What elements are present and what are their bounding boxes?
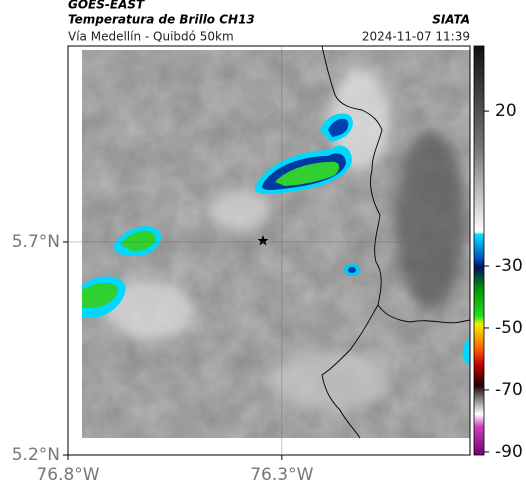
y-tick-label: 5.2°N [12, 445, 60, 465]
convective-cores [82, 113, 470, 365]
map-frame [67, 45, 471, 456]
bright-clouds [105, 70, 465, 410]
timestamp: 2024-11-07 11:39 [362, 30, 470, 44]
colorbar-tick-label: 20 [495, 101, 517, 121]
borders [321, 46, 470, 439]
y-tick-label: 5.7°N [12, 232, 60, 252]
colorbar-tick-label: -90 [495, 442, 523, 462]
title: Temperatura de Brillo CH13 [68, 13, 255, 27]
city-marker [257, 235, 269, 246]
x-tick-label: 76.3°W [250, 465, 313, 485]
agency: GOES-EAST [68, 0, 145, 12]
colorbar [473, 45, 485, 456]
subtitle: Vía Medellín - Quibdó 50km [68, 30, 234, 44]
x-tick-label: 76.8°W [36, 465, 99, 485]
colorbar-tick-label: -30 [495, 256, 523, 276]
colorbar-tick-label: -50 [495, 318, 523, 338]
map-area [68, 46, 470, 455]
colorbar-tick-label: -70 [495, 380, 523, 400]
brand: SIATA [432, 13, 470, 27]
